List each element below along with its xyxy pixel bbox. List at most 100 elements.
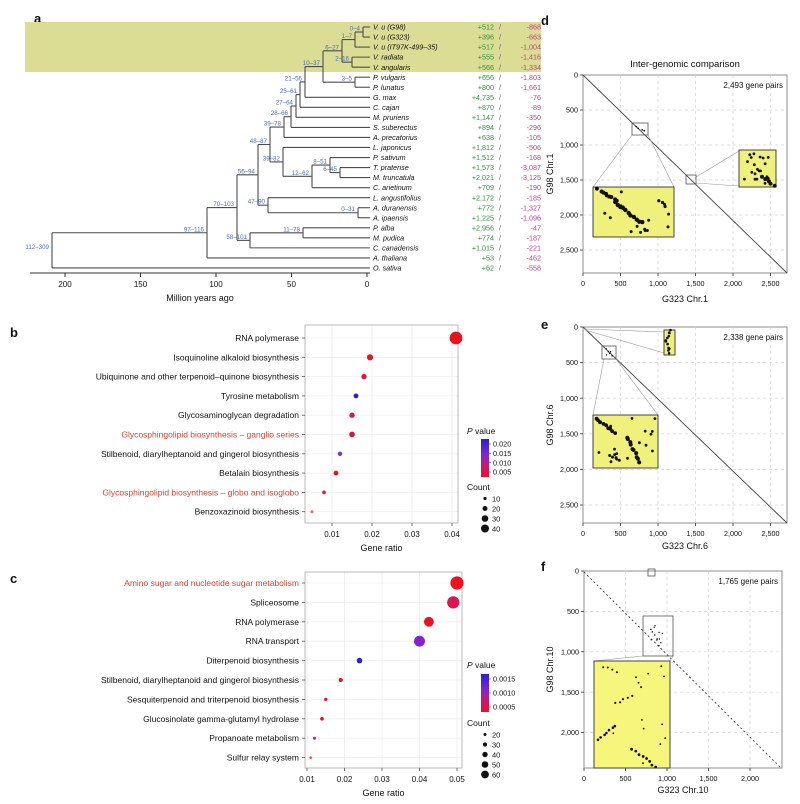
count-legend-dot bbox=[482, 751, 488, 758]
inset-connector bbox=[592, 134, 633, 188]
inset-dot bbox=[648, 760, 652, 763]
pathway-dot bbox=[353, 393, 359, 399]
inset-dot bbox=[756, 167, 759, 171]
inset-dot bbox=[641, 129, 644, 131]
axis-tick-label: 2,500 bbox=[560, 246, 578, 255]
inset-dot bbox=[626, 456, 629, 460]
panel-d-synteny: Inter-genomic comparison 2,493 gene pairs… bbox=[545, 59, 788, 304]
inset-dot bbox=[772, 183, 777, 188]
pathway-label: RNA transport bbox=[246, 636, 300, 646]
inset-dot bbox=[653, 417, 657, 420]
inset-dot bbox=[643, 129, 646, 132]
panel-label-b: b bbox=[10, 325, 18, 340]
x-axis-title: G323 Chr.1 bbox=[662, 294, 708, 304]
inset-dot bbox=[669, 328, 672, 332]
expansion-count: +709 bbox=[478, 183, 494, 192]
axis-tick-label: 50 bbox=[287, 280, 296, 289]
zoom-source-box bbox=[601, 345, 617, 360]
inset-dot bbox=[752, 152, 756, 156]
divergence-node-label: 3–5 bbox=[342, 76, 353, 83]
pathway-dot bbox=[349, 431, 355, 438]
inset-dot bbox=[609, 195, 614, 199]
count-tick-label: 40 bbox=[492, 524, 500, 533]
slash-separator: / bbox=[499, 33, 501, 42]
synteny-plot: 2,338 gene pairs 0 500 1,000 1,500 2,000 2,500… bbox=[545, 323, 788, 551]
axis-tick-label: 500 bbox=[567, 607, 579, 616]
pathway-dot bbox=[310, 510, 314, 514]
inset-dot bbox=[596, 738, 600, 742]
axis-tick-label: 0.01 bbox=[324, 530, 340, 539]
inset-dot bbox=[612, 732, 615, 735]
species-label: M. pudica bbox=[373, 233, 404, 242]
divergence-node-label: 27–64 bbox=[276, 99, 294, 106]
slash-separator: / bbox=[499, 83, 501, 92]
expansion-count: +772 bbox=[478, 203, 494, 212]
pathway-dot bbox=[366, 354, 374, 361]
time-axis: 200 150 100 50 0 Million years ago bbox=[30, 272, 370, 303]
inset-dot bbox=[631, 214, 637, 220]
pathway-label: Stilbenoid, diarylheptanoid and gingerol… bbox=[101, 675, 299, 685]
plot-border bbox=[304, 324, 459, 524]
inset-dot bbox=[640, 219, 645, 225]
inset-dot bbox=[645, 229, 649, 232]
inset-dot bbox=[621, 698, 625, 701]
inset-dot bbox=[768, 181, 773, 186]
inset-dot bbox=[626, 696, 629, 699]
inset-dot bbox=[611, 668, 614, 671]
inset-dot bbox=[619, 701, 622, 704]
axis-tick-label: 0 bbox=[574, 71, 578, 80]
inset-dot bbox=[608, 454, 612, 457]
p-value-tick-label: 0.0005 bbox=[493, 703, 515, 712]
slash-separator: / bbox=[499, 243, 501, 252]
pathway-label: Sulfur relay system bbox=[227, 753, 299, 763]
inset-dot bbox=[639, 230, 643, 234]
pathway-dot bbox=[361, 373, 367, 380]
inset-dot bbox=[660, 642, 662, 644]
slash-separator: / bbox=[499, 203, 501, 212]
inset-dot bbox=[654, 765, 658, 769]
inset-dot bbox=[599, 736, 602, 739]
inset-dot bbox=[609, 352, 611, 355]
inset-dot bbox=[666, 342, 669, 346]
contraction-count: -1,803 bbox=[521, 73, 541, 82]
inset-dot bbox=[606, 666, 609, 669]
contraction-count: -350 bbox=[527, 113, 541, 122]
contraction-count: -1,416 bbox=[521, 53, 541, 62]
inset-dot bbox=[637, 753, 641, 757]
inset-dot bbox=[663, 202, 666, 206]
slash-separator: / bbox=[499, 264, 501, 273]
axis-tick-label: 2,000 bbox=[560, 211, 578, 220]
count-legend-dot bbox=[481, 761, 489, 768]
count-legend-dot bbox=[481, 770, 489, 779]
inset-dot bbox=[658, 644, 660, 647]
gene-pairs-annotation: 2,493 gene pairs bbox=[723, 81, 783, 90]
p-value-tick-label: 0.015 bbox=[493, 449, 511, 458]
inset-dot bbox=[650, 639, 652, 641]
species-label: L. japonicus bbox=[373, 143, 412, 152]
inset-dot bbox=[664, 737, 667, 740]
inset-dot bbox=[638, 441, 641, 445]
p-value-tick-label: 0.005 bbox=[493, 468, 511, 477]
inset-dot bbox=[631, 448, 636, 452]
inset-dot bbox=[763, 162, 767, 166]
gene-pairs-annotation: 1,765 gene pairs bbox=[718, 577, 778, 586]
inset-dot bbox=[667, 212, 671, 216]
contraction-count: -663 bbox=[527, 33, 541, 42]
inset-dot bbox=[643, 227, 647, 231]
synteny-diagonal bbox=[582, 74, 788, 274]
species-label: V. radiata bbox=[373, 53, 403, 62]
inset-dot bbox=[614, 701, 617, 705]
inset-dot bbox=[637, 681, 640, 684]
inset-dot bbox=[630, 417, 634, 420]
species-label: T. pratense bbox=[373, 163, 409, 172]
pathway-label: Tyrosine metabolism bbox=[221, 391, 299, 401]
pathway-label: Betalain biosynthesis bbox=[219, 468, 299, 478]
inset-dot bbox=[635, 676, 637, 679]
species-label: A. thaliana bbox=[372, 254, 407, 263]
species-label: L. angustifolius bbox=[373, 193, 421, 202]
inset-dot bbox=[610, 429, 614, 434]
inset-dot bbox=[613, 199, 618, 205]
divergence-node-label: 70–103 bbox=[213, 201, 234, 208]
inset-dot bbox=[625, 437, 630, 441]
divergence-node-label: 11–78 bbox=[283, 226, 300, 233]
